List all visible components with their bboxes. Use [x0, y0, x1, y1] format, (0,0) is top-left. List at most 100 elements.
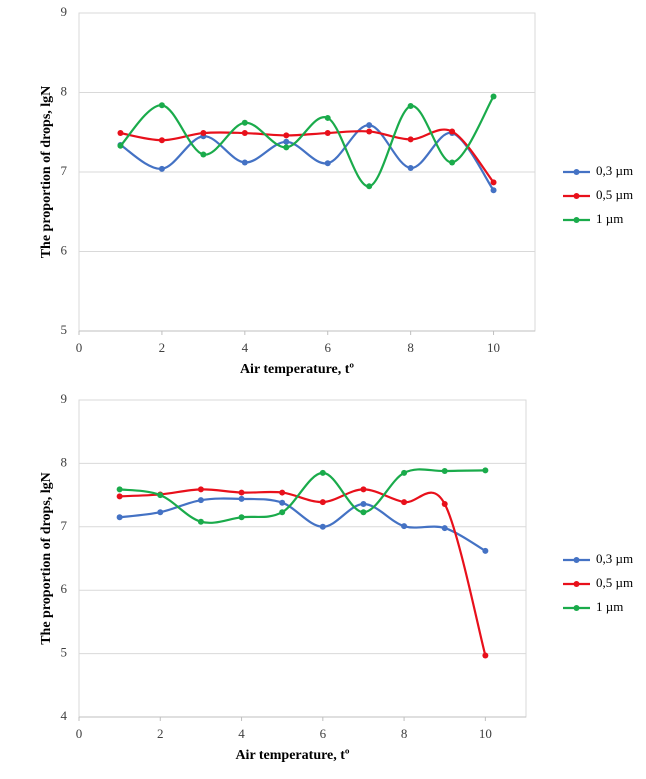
- chart: 4 5 6 7 8 9 0 2 4 6 8 10 Air temperature, tº The prop…: [39, 391, 633, 763]
- legend-label: 1 µm: [596, 211, 623, 226]
- point: [238, 495, 245, 502]
- x-axis-title: Air temperature, tº: [240, 362, 354, 377]
- point: [319, 523, 326, 530]
- point: [117, 130, 124, 137]
- point: [407, 165, 414, 172]
- point: [279, 489, 286, 496]
- point: [116, 493, 123, 500]
- x-tick-label: 0: [76, 340, 83, 355]
- y-tick-label: 9: [61, 4, 68, 19]
- series-line: [119, 95, 495, 188]
- legend-label: 0,5 µm: [596, 575, 633, 590]
- point: [241, 130, 248, 137]
- point: [117, 142, 124, 149]
- point: [283, 138, 290, 145]
- chart: 5 6 7 8 9 0 2 4 6 8 10 Air temperature, tº The propo…: [39, 4, 633, 377]
- point: [158, 137, 165, 144]
- point: [449, 128, 456, 135]
- plot-border: [78, 399, 527, 718]
- point: [366, 183, 373, 190]
- point: [279, 499, 286, 506]
- point: [449, 159, 456, 166]
- point: [441, 468, 448, 475]
- point: [490, 93, 497, 100]
- x-tick-label: 10: [479, 726, 492, 741]
- point: [401, 523, 408, 530]
- point: [360, 486, 367, 493]
- y-tick-label: 6: [61, 581, 68, 596]
- legend-marker: [573, 193, 580, 199]
- x-tick-label: 8: [407, 340, 414, 355]
- point: [116, 514, 123, 521]
- legend-label: 0,5 µm: [596, 187, 633, 202]
- point: [319, 469, 326, 476]
- point: [238, 489, 245, 496]
- legend-marker: [573, 557, 580, 563]
- y-tick-label: 7: [61, 518, 68, 533]
- legend-marker: [573, 605, 580, 611]
- series-line: [119, 497, 486, 552]
- point: [319, 499, 326, 506]
- legend-marker: [573, 581, 580, 587]
- point: [283, 132, 290, 139]
- x-tick-label: 2: [157, 726, 164, 741]
- point: [197, 518, 204, 525]
- point: [482, 547, 489, 554]
- x-tick-label: 4: [242, 340, 249, 355]
- legend-marker: [573, 169, 580, 175]
- point: [157, 509, 164, 516]
- point: [490, 187, 497, 194]
- point: [116, 486, 123, 493]
- x-tick-label: 6: [324, 340, 331, 355]
- point: [482, 652, 489, 659]
- point: [241, 119, 248, 126]
- point: [200, 130, 207, 137]
- point: [324, 160, 331, 167]
- point: [401, 499, 408, 506]
- y-axis-title: The proportion of drops, lgN: [39, 86, 54, 259]
- point: [360, 509, 367, 516]
- point: [279, 509, 286, 516]
- point: [200, 151, 207, 158]
- series-line: [119, 488, 487, 656]
- y-tick-label: 5: [61, 645, 68, 660]
- point: [490, 179, 497, 186]
- x-tick-label: 10: [487, 340, 500, 355]
- point: [482, 467, 489, 474]
- point: [366, 122, 373, 129]
- legend-label: 0,3 µm: [596, 551, 633, 566]
- y-tick-label: 6: [61, 242, 68, 257]
- series-line: [120, 128, 495, 184]
- series-line: [119, 123, 495, 191]
- point: [366, 128, 373, 135]
- y-tick-label: 9: [61, 391, 68, 406]
- y-tick-label: 4: [61, 708, 68, 723]
- x-tick-label: 4: [238, 726, 245, 741]
- point: [158, 102, 165, 109]
- point: [197, 497, 204, 504]
- point: [283, 144, 290, 151]
- x-tick-label: 2: [159, 340, 166, 355]
- x-axis-title: Air temperature, tº: [235, 748, 349, 763]
- point: [324, 130, 331, 137]
- point: [441, 500, 448, 507]
- x-tick-label: 6: [320, 726, 327, 741]
- point: [360, 500, 367, 507]
- point: [441, 525, 448, 532]
- point: [241, 159, 248, 166]
- x-tick-label: 8: [401, 726, 408, 741]
- series-line: [119, 468, 486, 524]
- x-tick-label: 0: [76, 726, 83, 741]
- y-axis-title: The proportion of drops, lgN: [39, 472, 54, 645]
- point: [324, 114, 331, 121]
- y-tick-label: 8: [61, 454, 68, 469]
- legend-label: 1 µm: [596, 599, 623, 614]
- point: [407, 136, 414, 143]
- point: [157, 492, 164, 499]
- y-tick-label: 8: [61, 83, 68, 98]
- legend-label: 0,3 µm: [596, 163, 633, 178]
- y-tick-label: 7: [61, 163, 68, 178]
- point: [401, 469, 408, 476]
- point: [197, 486, 204, 493]
